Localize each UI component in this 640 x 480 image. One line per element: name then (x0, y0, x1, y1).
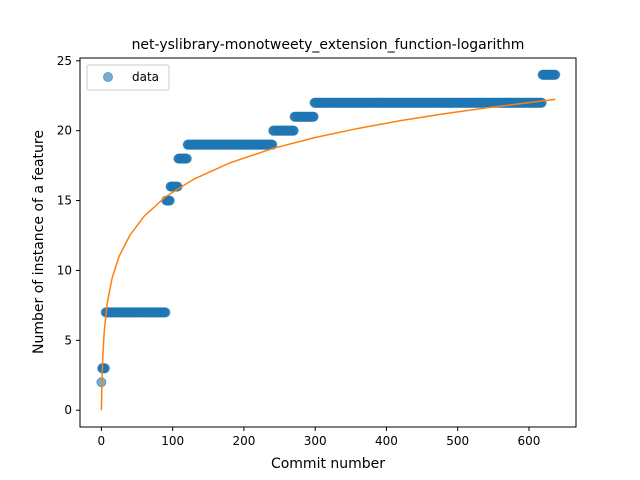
legend: data (86, 64, 170, 91)
y-tick-label: 15 (57, 194, 72, 208)
axes-frame (79, 57, 577, 428)
x-tick-label: 0 (98, 434, 106, 448)
x-tick-label: 400 (375, 434, 398, 448)
y-tick-label: 5 (64, 333, 72, 347)
data-point (160, 307, 171, 318)
x-tick-label: 100 (161, 434, 184, 448)
y-tick-label: 25 (57, 54, 72, 68)
x-tick-label: 200 (232, 434, 255, 448)
y-tick-label: 20 (57, 124, 72, 138)
data-point (550, 69, 561, 80)
x-tick-label: 500 (446, 434, 469, 448)
y-axis-label: Number of instance of a feature (31, 130, 47, 354)
data-point (308, 111, 319, 122)
chart-title: net-yslibrary-monotweety_extension_funct… (132, 37, 525, 53)
y-axis: 0 5 10 15 20 25 (57, 54, 80, 417)
legend-label-data: data (132, 70, 159, 84)
x-tick-label: 600 (518, 434, 541, 448)
plot-area (96, 69, 561, 411)
x-axis-label: Commit number (271, 456, 385, 472)
x-axis: 0 100 200 300 400 500 600 (98, 427, 541, 448)
legend-marker-data (103, 72, 113, 82)
data-point (536, 97, 547, 108)
legend-box (86, 64, 170, 91)
y-tick-label: 10 (57, 263, 72, 277)
data-point (164, 195, 175, 206)
fit-line (100, 98, 556, 411)
data-point (288, 125, 299, 136)
x-tick-label: 300 (304, 434, 327, 448)
y-tick-label: 0 (64, 403, 72, 417)
data-point (181, 153, 192, 164)
